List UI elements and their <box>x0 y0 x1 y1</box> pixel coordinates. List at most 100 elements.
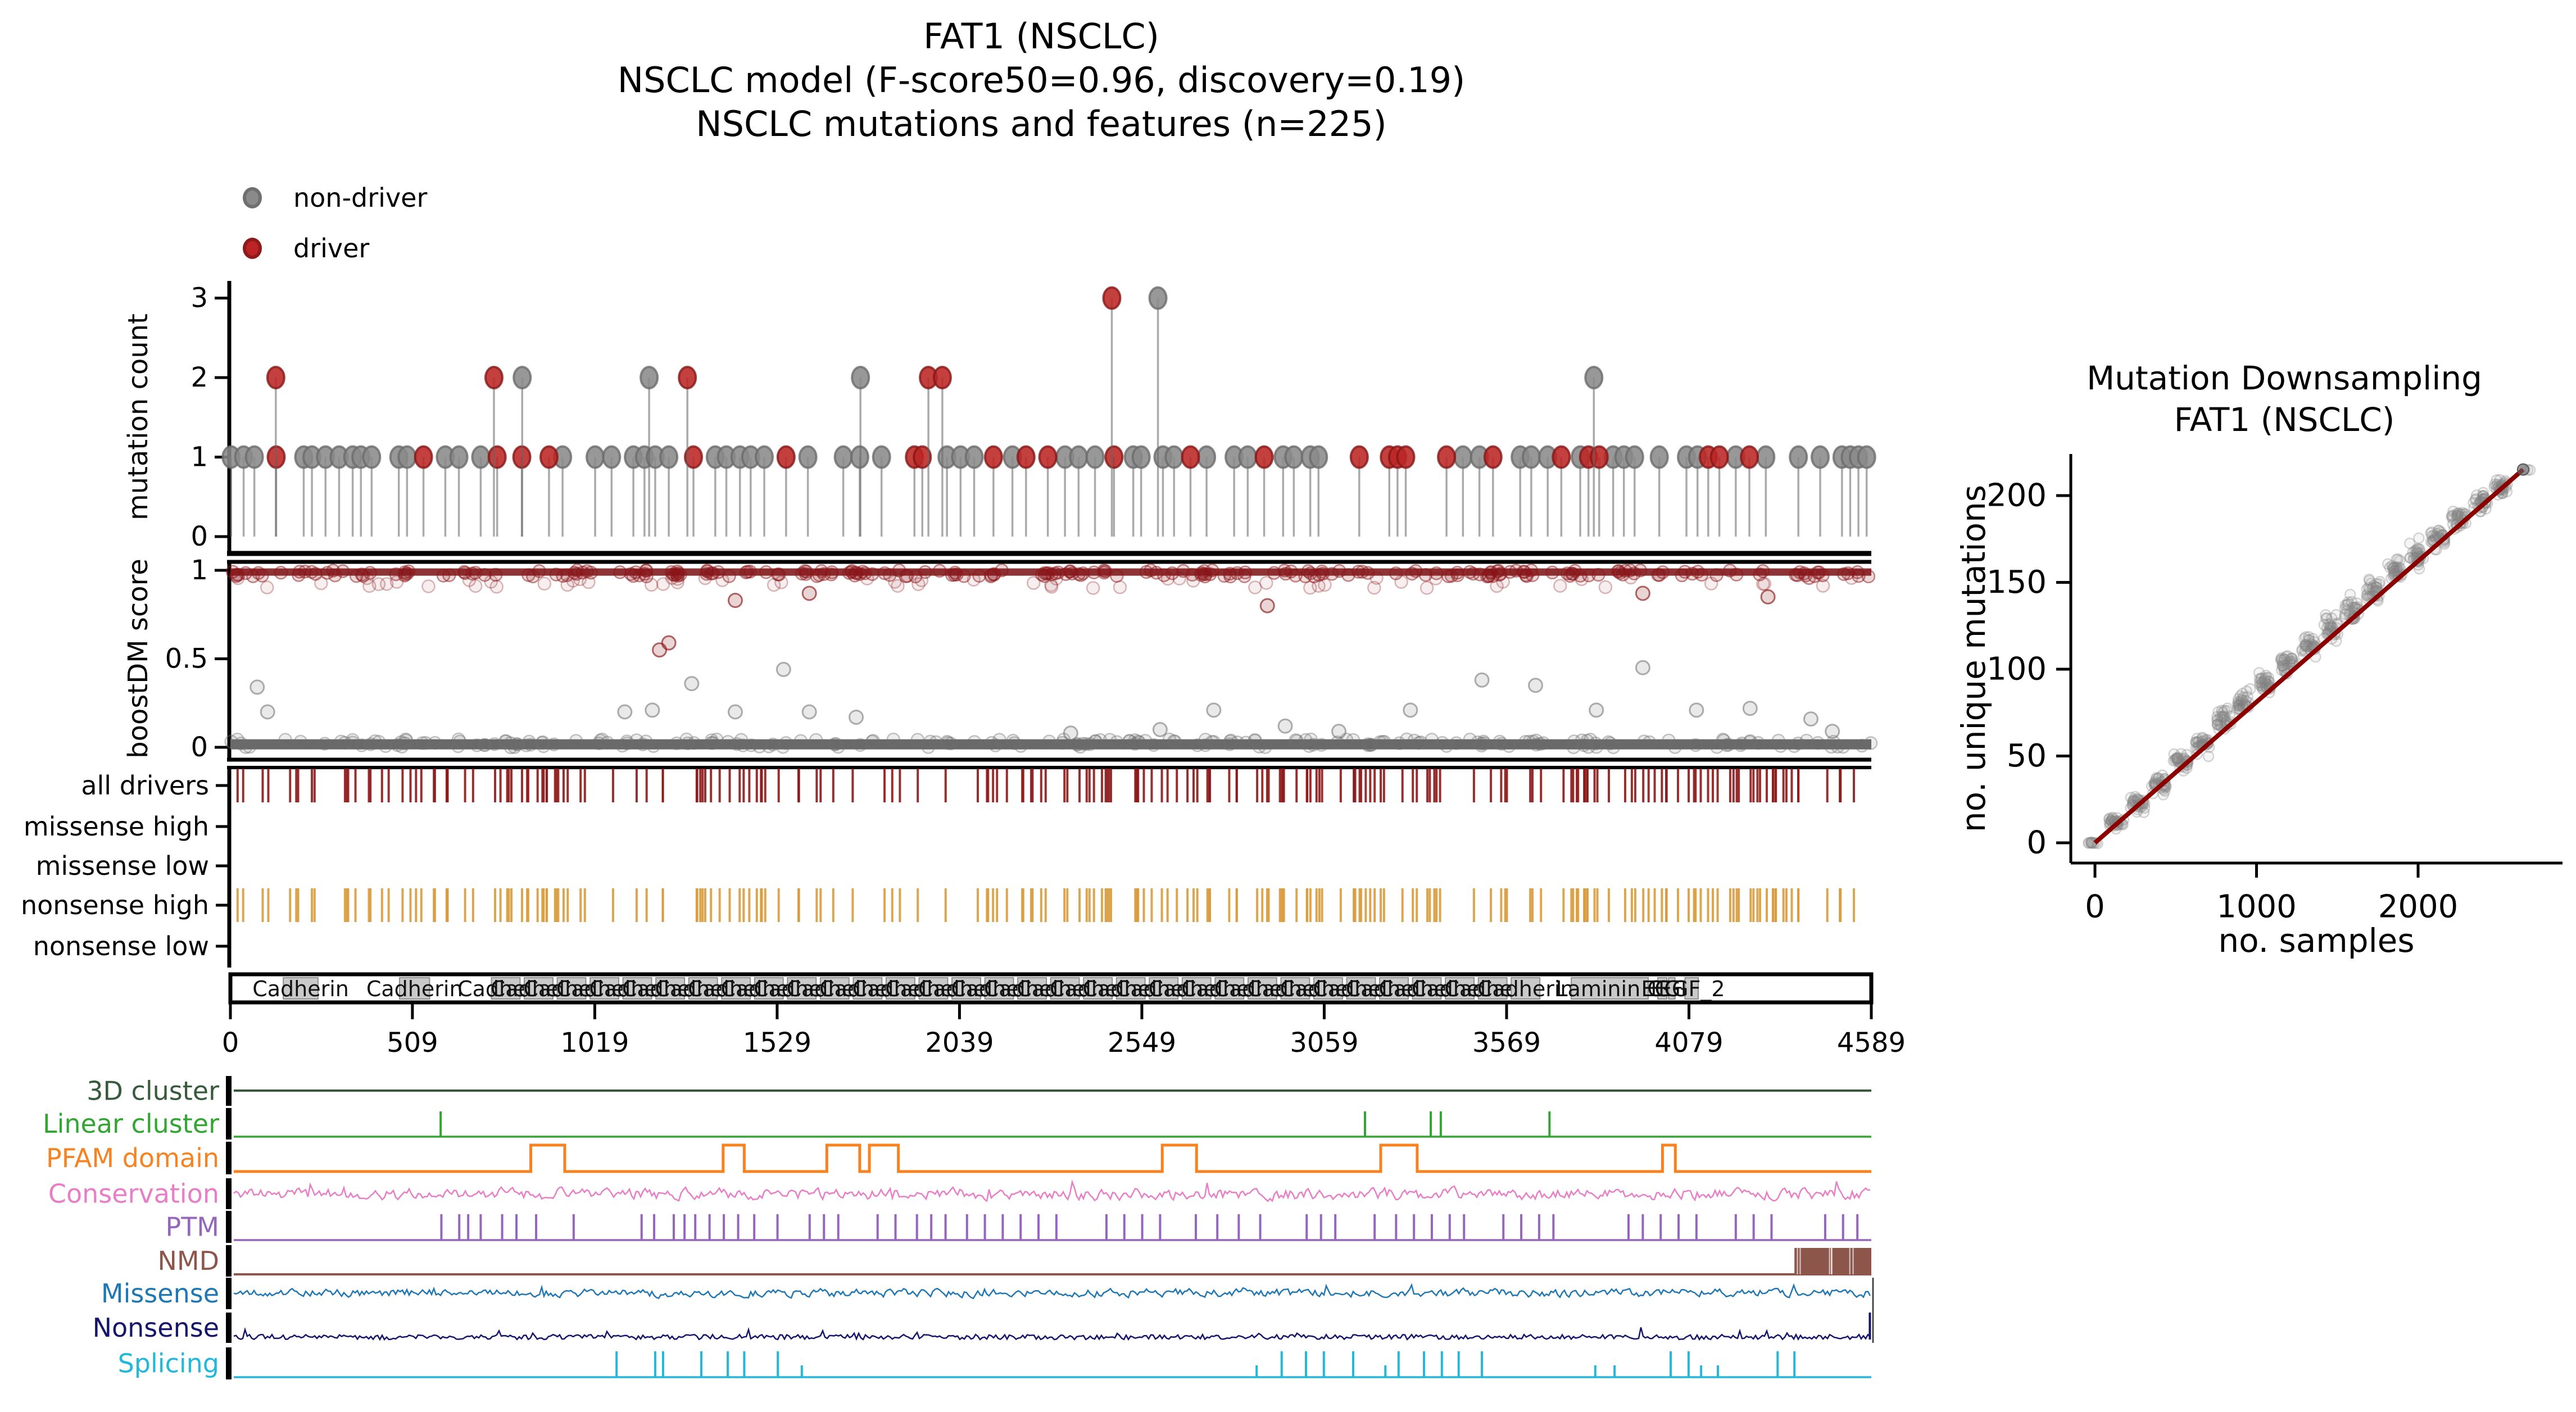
nonsense-high-tick <box>1562 888 1565 922</box>
all-drivers-tick <box>977 769 979 802</box>
downsampling-point <box>2234 698 2246 710</box>
domain-box-label: Cadherin <box>252 977 349 1001</box>
position-xtick-label: 0 <box>222 1027 239 1059</box>
nonsense-high-tick <box>704 888 706 922</box>
boostdm-point <box>752 739 767 753</box>
boostdm-point <box>1734 738 1748 752</box>
downsampling-point <box>2217 706 2229 719</box>
all-drivers-tick <box>1608 769 1611 802</box>
boostdm-point <box>878 566 892 580</box>
domain-box <box>951 977 981 1000</box>
downsampling-point <box>2217 711 2229 723</box>
nonsense-high-tick <box>1369 888 1372 922</box>
position-xtick-label: 1529 <box>743 1027 811 1059</box>
boostdm-point <box>1720 738 1734 752</box>
downsampling-point <box>2211 718 2224 730</box>
boostdm-point <box>1222 737 1237 751</box>
boostdm-point <box>1450 566 1464 580</box>
nonsense-high-tick <box>1529 888 1532 922</box>
boostdm-point <box>1299 733 1313 747</box>
downsampling-point <box>2411 546 2423 558</box>
nonsense-high-tick <box>542 888 545 922</box>
all-drivers-tick <box>527 769 529 802</box>
nonsense-high-tick <box>1309 888 1312 922</box>
non-driver-lollipop <box>602 445 622 469</box>
all-drivers-tick <box>1853 769 1856 802</box>
all-drivers-tick <box>1401 769 1404 802</box>
boostdm-point <box>394 739 409 754</box>
downsampling-point <box>2330 635 2342 647</box>
boostdm-point <box>1439 739 1454 753</box>
downsampling-xtick-label: 0 <box>2085 889 2105 925</box>
boostdm-point <box>1132 735 1146 750</box>
boostdm-point <box>524 738 538 752</box>
downsampling-point <box>2279 662 2291 674</box>
nonsense-high-tick <box>899 888 901 922</box>
nonsense-high-tick <box>1261 888 1264 922</box>
nonsense-high-tick <box>295 888 298 922</box>
all-drivers-tick <box>815 769 818 802</box>
downsampling-point <box>2260 669 2272 682</box>
boostdm-point <box>1399 732 1414 747</box>
nonsense-high-tick <box>819 888 822 922</box>
nonsense-high-tick <box>611 888 614 922</box>
all-drivers-tick <box>1085 769 1088 802</box>
boostdm-point <box>941 736 955 750</box>
downsampling-point <box>2414 543 2425 556</box>
boostdm-ytick-label: 1 <box>191 555 208 586</box>
boostdm-point <box>1160 571 1175 586</box>
nonsense-high-tick <box>1235 888 1238 922</box>
downsampling-point <box>2212 706 2224 718</box>
boostdm-point <box>914 573 929 588</box>
boostdm-point <box>620 734 634 748</box>
driver-lollipop <box>983 445 1003 469</box>
boostdm-point <box>415 736 430 750</box>
all-drivers-tick <box>1749 769 1752 802</box>
downsampling-point <box>2253 667 2265 679</box>
boostdm-point <box>234 736 248 751</box>
boostdm-point <box>522 734 536 749</box>
boostdm-point <box>510 737 525 752</box>
all-drivers-tick <box>1570 769 1573 802</box>
all-drivers-tick <box>1030 769 1032 802</box>
nonsense-high-tick <box>1716 888 1719 922</box>
nonsense-signal <box>233 1327 1871 1341</box>
boostdm-point <box>1165 566 1180 580</box>
domain-box <box>1181 977 1212 1000</box>
boostdm-point <box>899 569 913 583</box>
boostdm-point <box>1224 733 1238 748</box>
all-drivers-tick <box>1729 769 1731 802</box>
downsampling-point <box>2242 691 2253 703</box>
all-drivers-tick <box>579 769 582 802</box>
domain-box <box>655 977 686 1000</box>
boostdm-point <box>1097 564 1111 578</box>
nonsense-high-tick <box>236 888 239 922</box>
all-drivers-tick <box>728 769 731 802</box>
boostdm-point <box>224 734 238 749</box>
downsampling-point <box>2411 544 2423 556</box>
boostdm-point <box>687 736 701 750</box>
boostdm-point <box>363 566 377 580</box>
boostdm-point <box>1314 738 1328 752</box>
boostdm-point <box>1394 575 1408 589</box>
all-drivers-tick <box>1661 769 1663 802</box>
boostdm-point <box>230 732 244 747</box>
boostdm-point <box>1524 563 1539 578</box>
boostdm-mid-point-gray <box>775 661 791 677</box>
boostdm-point <box>1518 734 1532 749</box>
boostdm-point <box>1302 739 1316 753</box>
boostdm-point <box>478 738 492 752</box>
all-drivers-tick <box>1318 769 1321 802</box>
downsampling-point <box>2221 702 2234 714</box>
all-drivers-tick <box>944 769 947 802</box>
all-drivers-tick <box>1583 769 1586 802</box>
driver-legend: non-driver driver <box>243 180 427 281</box>
downsampling-point <box>2341 599 2353 611</box>
boostdm-point <box>891 579 905 593</box>
nonsense-high-tick <box>1749 888 1752 922</box>
ticks-row-label: missense high <box>24 811 209 842</box>
downsampling-point <box>2347 601 2359 614</box>
driver-lollipop <box>484 366 504 389</box>
boostdm-ylabel: boostDM score <box>123 559 154 759</box>
nonsense-high-tick <box>343 888 346 922</box>
